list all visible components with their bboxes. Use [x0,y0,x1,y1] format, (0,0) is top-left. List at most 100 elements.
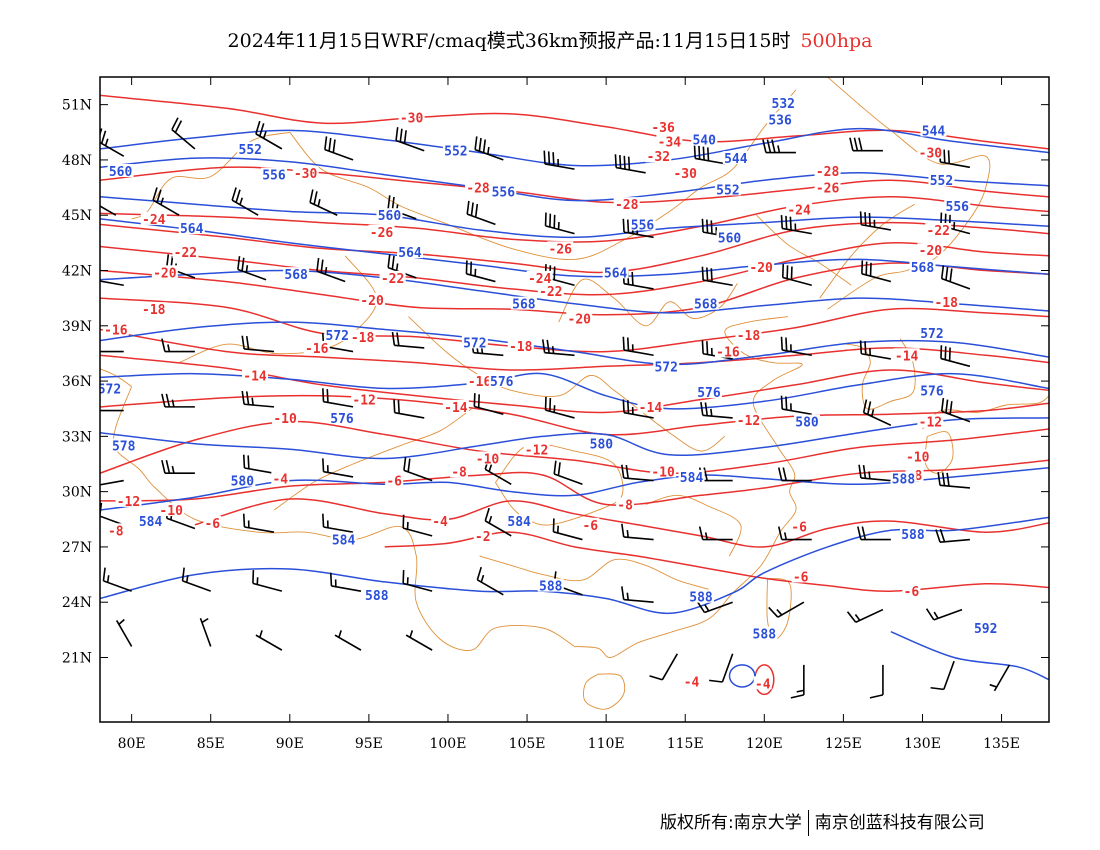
temperature-label: -18 [509,340,533,355]
y-tick-label: 51N [62,98,92,114]
height-contour-line [100,269,1049,314]
wind-barb [115,618,133,647]
border-line [289,89,797,261]
wind-barb [693,145,725,165]
wind-barb [790,664,805,699]
wind-barb [780,336,812,357]
wind-barb [649,653,679,681]
contour-label-bg [794,414,821,428]
temperature-contour-line [100,328,1049,371]
border-line [819,203,915,299]
height-label: 588 [689,591,713,606]
temperature-label: -6 [204,517,220,532]
closed-contour [728,664,756,688]
contour-label-bg [613,197,640,211]
height-label: 552 [930,174,953,189]
height-label: 568 [512,298,536,313]
border-line [922,395,1049,430]
height-label: 572 [654,360,677,375]
height-label: 588 [901,528,925,543]
wind-barb [940,265,971,290]
wind-barb [100,409,124,412]
wind-barb [621,523,654,541]
contour-label-bg [814,163,841,177]
contour-label-bg [100,381,123,395]
wind-barb [780,215,812,235]
wind-barb [700,401,733,419]
wind-barb [476,566,504,596]
wind-barb [930,660,955,691]
wind-barb [859,211,891,231]
contour-label-bg [767,112,794,126]
height-label: 536 [768,113,792,128]
temperature-label: -14 [444,401,468,416]
contour-label-bg [616,497,635,511]
wind-barb [465,260,496,283]
temperature-label: -14 [243,370,267,385]
wind-barb [857,526,891,541]
height-label: 556 [946,200,970,215]
wind-barb [242,454,275,475]
temperature-label: -30 [400,112,424,127]
temperature-label: -10 [906,451,930,466]
contour-label-bg [691,132,718,146]
pressure-level: 500hpa [800,30,873,52]
temperature-contour-line [194,498,1049,548]
temperature-label: -4 [432,515,448,530]
height-label: 580 [590,438,614,453]
contour-label-bg [172,245,199,259]
temperature-label: -14 [639,401,663,416]
copyright-right: 南京创蓝科技有限公司 [814,813,985,833]
temperature-label: -22 [539,285,562,300]
axes: 80E 85E 90E 95E 100E 105E 110E 115E 120E 125E 130E… [62,77,1049,752]
contour-label-bg [203,515,222,529]
temperature-label: -28 [615,198,639,213]
temperature-label: -6 [793,570,809,585]
contour-label-bg [107,163,134,177]
contour-label-bg [751,626,778,640]
height-label: 584 [332,534,356,549]
contour-label-bg [537,283,564,297]
wind-barb [859,340,891,360]
height-label: 576 [330,412,354,427]
contour-label-bg [379,270,406,284]
temperature-label: -10 [273,412,297,427]
y-tick-label: 48N [62,153,92,169]
height-label: 568 [694,298,718,313]
temperature-label: -26 [549,242,573,257]
wind-barb [100,128,125,157]
contour-label-bg [271,471,290,485]
wind-barb [541,339,575,357]
x-tick-label: 135E [983,736,1020,752]
wind-barb [405,630,433,651]
contour-label-bg [442,399,469,413]
temperature-label: -20 [153,266,177,281]
wind-barb [161,393,195,408]
wind-barb [403,456,433,482]
contour-label-bg [465,180,492,194]
contour-label-bg [581,517,600,531]
border-line [645,494,742,557]
height-label: 584 [139,515,163,530]
copyright-footer: 版权所有:南京大学 南京创蓝科技有限公司 [660,808,985,836]
wind-barb [199,617,212,647]
wind-barb [938,148,971,169]
temperature-label: -12 [352,394,375,409]
border-line [495,443,624,526]
contour-label-bg [890,471,917,485]
temperature-contour-line [100,94,1049,150]
height-label: 564 [180,222,204,237]
y-tick-label: 27N [62,540,92,556]
contour-label-bg [292,165,319,179]
contour-label-bg [588,436,615,450]
height-label: 580 [795,416,819,431]
contour-label-bg [537,578,564,592]
wind-barb [621,464,654,482]
contour-label-bg [786,202,813,216]
contour-label-bg [349,329,376,343]
contour-label-bg [466,374,493,388]
contour-label-bg [928,173,955,187]
temperature-label: -18 [142,303,166,318]
temperature-label: -18 [351,331,375,346]
contour-label-bg [770,95,797,109]
